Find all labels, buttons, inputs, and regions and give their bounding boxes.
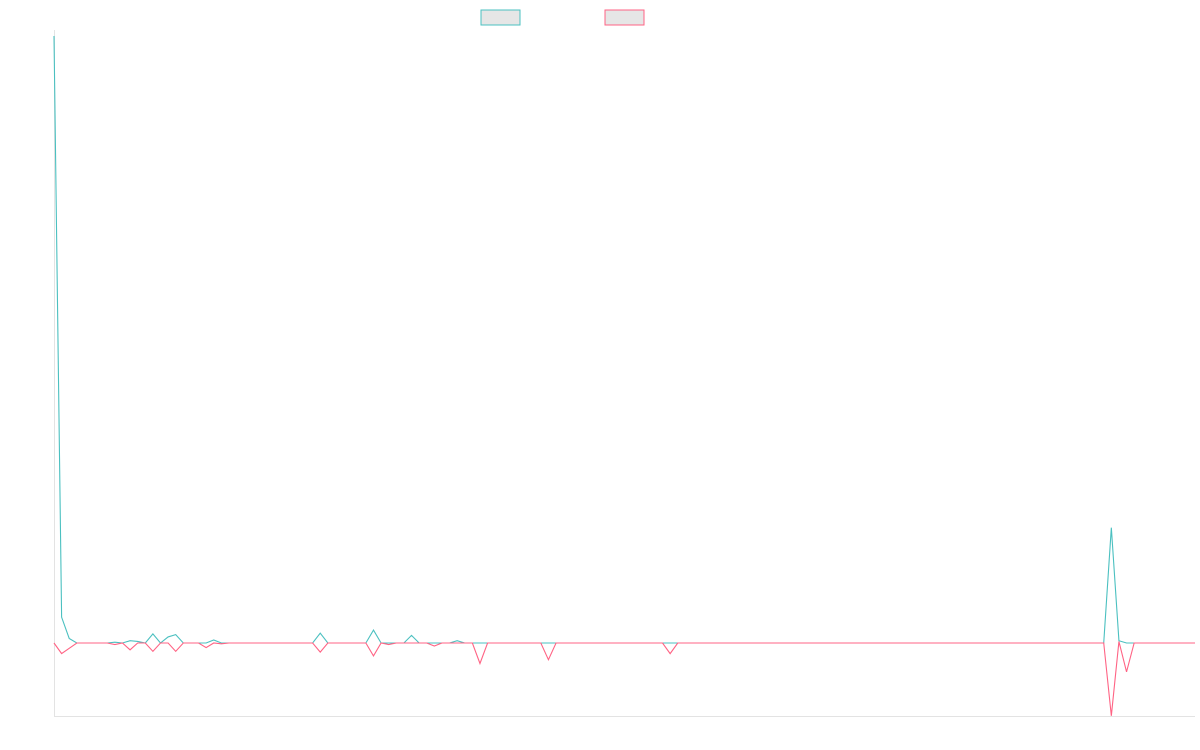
series-line-1 xyxy=(53,35,1195,644)
legend-swatch-series-1[interactable] xyxy=(480,9,521,26)
legend xyxy=(480,9,645,26)
series-line-2 xyxy=(53,641,1195,716)
series-layer xyxy=(53,35,1195,716)
legend-swatch-series-2[interactable] xyxy=(604,9,645,26)
